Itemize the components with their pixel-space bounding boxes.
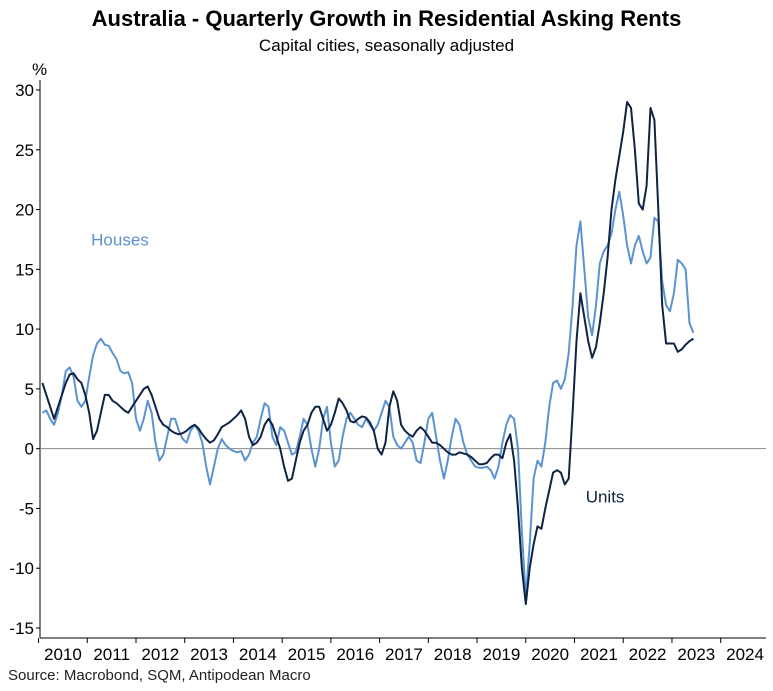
y-tick-label: -15 bbox=[9, 619, 34, 638]
y-tick-label: 5 bbox=[25, 380, 34, 399]
x-tick-label: 2023 bbox=[677, 645, 715, 664]
series-label-houses: Houses bbox=[91, 230, 149, 249]
x-tick-label: 2010 bbox=[44, 645, 82, 664]
source-note: Source: Macrobond, SQM, Antipodean Macro bbox=[8, 667, 311, 684]
x-tick-label: 2021 bbox=[580, 645, 618, 664]
x-tick-label: 2014 bbox=[239, 645, 277, 664]
y-axis-unit-label: % bbox=[32, 60, 48, 79]
x-tick-label: 2019 bbox=[483, 645, 521, 664]
x-tick-label: 2017 bbox=[385, 645, 423, 664]
y-tick-label: -5 bbox=[19, 499, 34, 518]
chart-subtitle: Capital cities, seasonally adjusted bbox=[258, 36, 515, 55]
y-tick-label: 20 bbox=[15, 201, 34, 220]
y-tick-label: 0 bbox=[25, 440, 34, 459]
y-tick-label: -10 bbox=[9, 559, 34, 578]
x-tick-label: 2024 bbox=[726, 645, 764, 664]
chart-title: Australia - Quarterly Growth in Resident… bbox=[91, 6, 682, 31]
y-tick-label: 15 bbox=[15, 260, 34, 279]
x-tick-label: 2012 bbox=[141, 645, 179, 664]
y-tick-label: 10 bbox=[15, 320, 34, 339]
x-tick-label: 2011 bbox=[93, 645, 130, 664]
x-tick-label: 2016 bbox=[336, 645, 374, 664]
x-tick-label: 2015 bbox=[288, 645, 326, 664]
y-tick-label: 30 bbox=[15, 81, 34, 100]
x-tick-label: 2018 bbox=[434, 645, 472, 664]
x-tick-label: 2013 bbox=[190, 645, 228, 664]
series-label-units: Units bbox=[586, 487, 625, 506]
x-tick-label: 2020 bbox=[531, 645, 569, 664]
x-tick-label: 2022 bbox=[629, 645, 667, 664]
series-line-units bbox=[41, 101, 694, 606]
y-tick-label: 25 bbox=[15, 141, 34, 160]
series-line-houses bbox=[41, 190, 695, 600]
